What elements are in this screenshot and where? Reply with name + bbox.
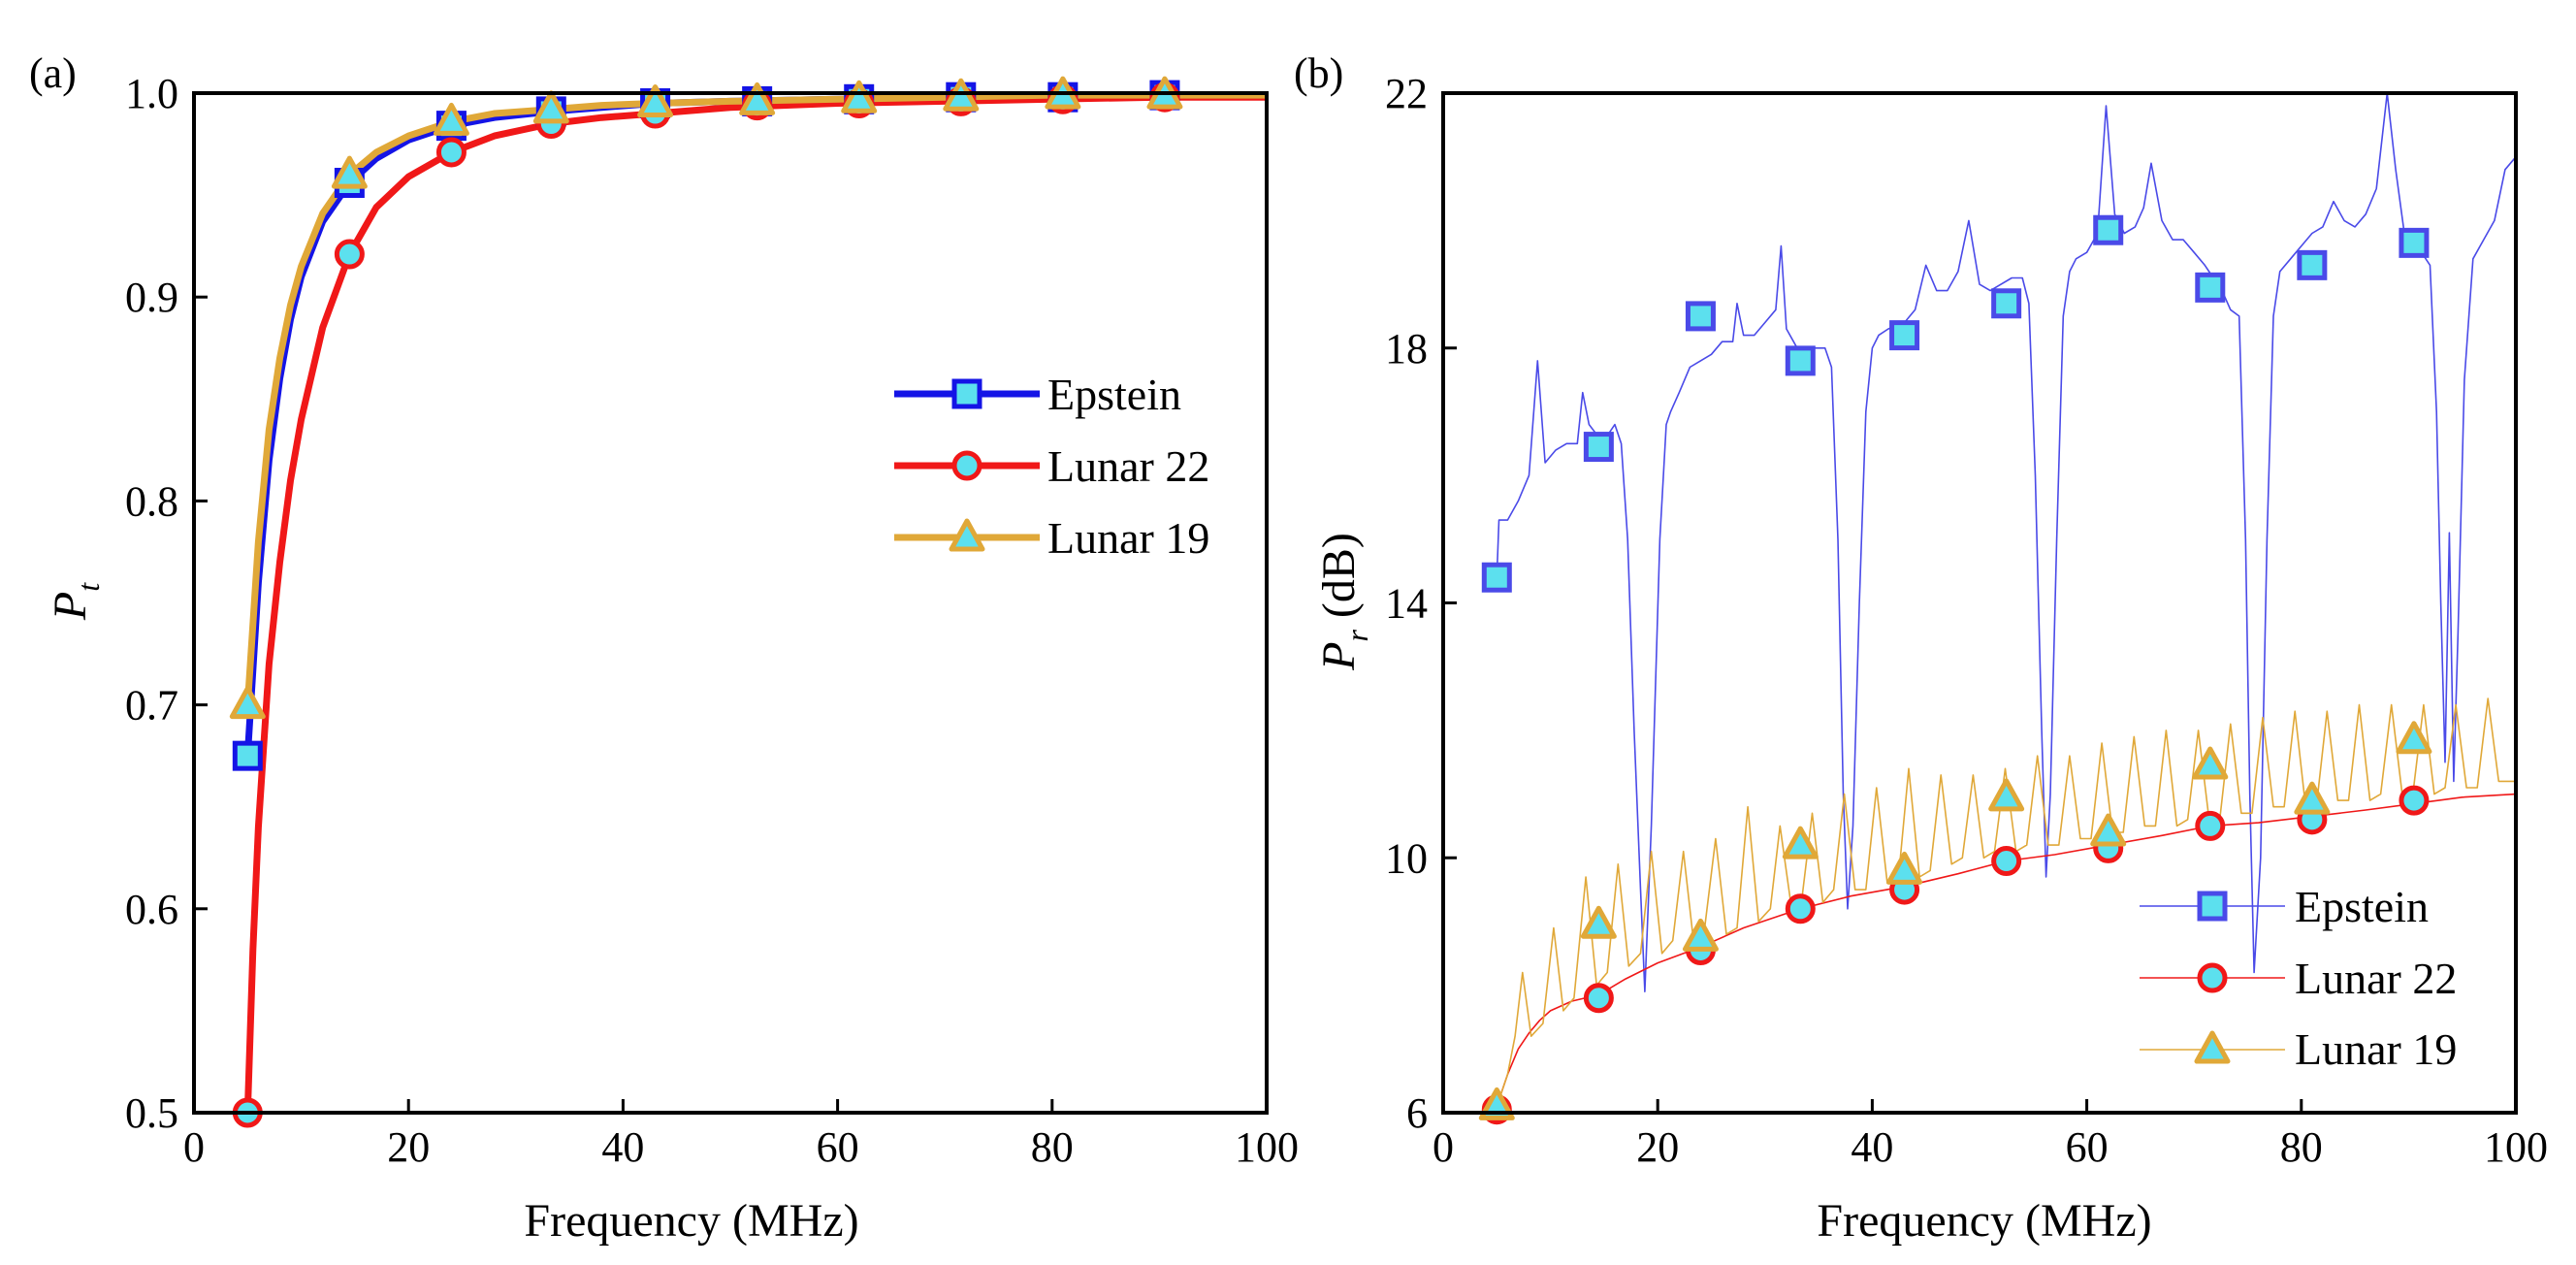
panel-b-y-axis-symbol: P xyxy=(1313,642,1365,671)
panel-b-y-tick-label: 22 xyxy=(1385,70,1428,117)
panel-b-marker-lunar22 xyxy=(1785,893,1816,924)
panel-a-y-axis-title: Pt xyxy=(45,582,106,621)
panel-b-marker-epstein xyxy=(2297,249,2328,280)
panel-a-marker-epstein xyxy=(232,740,263,771)
panel-a-legend: Epstein Lunar 22 Lunar 19 xyxy=(894,370,1209,563)
panel-b-marker-lunar19 xyxy=(1580,905,1617,939)
panel-a-label: (a) xyxy=(29,49,77,97)
panel-b-x-tick-label: 20 xyxy=(1636,1123,1679,1171)
panel-a-pt-vs-frequency: (a) Frequency (MHz) Pt 0 20 40 60 80 100 0.5 0.… xyxy=(29,49,1299,1247)
panel-a-marker-lunar19 xyxy=(229,686,266,720)
panel-b-marker-lunar19 xyxy=(1682,918,1719,952)
panel-b-series-line-epstein xyxy=(1496,92,2517,993)
panel-a-marker-lunar19 xyxy=(637,84,674,118)
panel-a-y-tick-label: 0.5 xyxy=(125,1089,178,1137)
panel-b-x-tick-label: 40 xyxy=(1851,1123,1893,1171)
panel-a-y-tick-label: 1.0 xyxy=(125,70,178,117)
panel-a-markers xyxy=(229,76,1183,1128)
panel-a-marker-lunar19 xyxy=(331,155,368,189)
panel-b-pr-vs-frequency: (b) Frequency (MHz) Pr (dB) 0 20 40 60 80 100… xyxy=(1294,49,2548,1247)
panel-a-x-tick-label: 0 xyxy=(183,1123,205,1171)
panel-a-legend-label-lunar19: Lunar 19 xyxy=(1047,513,1209,563)
panel-b-marker-epstein xyxy=(1991,288,2022,319)
panel-b-marker-lunar19 xyxy=(1988,778,2025,812)
panel-a-marker-lunar19 xyxy=(841,80,878,114)
panel-a-x-tick-label: 40 xyxy=(601,1123,644,1171)
panel-a-x-tick-label: 60 xyxy=(817,1123,859,1171)
panel-b-marker-lunar19 xyxy=(1782,826,1819,860)
panel-b-marker-epstein xyxy=(1583,432,1614,463)
panel-a-x-axis-title: Frequency (MHz) xyxy=(524,1195,858,1247)
panel-a-x-tick-label: 80 xyxy=(1031,1123,1074,1171)
panel-b-y-axis-subscript: r xyxy=(1339,630,1374,642)
panel-a-series-line-lunar22 xyxy=(243,93,1267,1114)
panel-a-legend-marker-lunar22 xyxy=(951,450,982,481)
panel-b-marker-epstein xyxy=(2399,227,2430,258)
panel-b-series-line-lunar19 xyxy=(1496,697,2516,1107)
panel-a-legend-marker-lunar19 xyxy=(949,518,985,552)
panel-b-marker-epstein xyxy=(1785,345,1816,376)
panel-b-marker-epstein xyxy=(1481,562,1512,593)
panel-a-marker-lunar22 xyxy=(435,137,467,168)
panel-b-legend-label-lunar22: Lunar 22 xyxy=(2295,954,2457,1003)
panel-b-series xyxy=(1496,92,2517,1107)
panel-b-y-tick-label: 6 xyxy=(1406,1089,1428,1137)
panel-b-x-tick-label: 0 xyxy=(1433,1123,1454,1171)
panel-b-y-tick-label: 14 xyxy=(1385,580,1428,628)
panel-b-x-tick-label: 80 xyxy=(2280,1123,2323,1171)
panel-b-legend-marker-lunar22 xyxy=(2197,962,2228,993)
panel-b-plot-frame xyxy=(1441,91,2518,1115)
panel-a-marker-lunar22 xyxy=(334,239,365,270)
panel-b-label: (b) xyxy=(1294,49,1343,97)
panel-b-marker-lunar22 xyxy=(2195,810,2226,841)
panel-a-ticks: 0 20 40 60 80 100 0.5 0.6 0.7 0.8 0.9 1.0 xyxy=(125,70,1299,1171)
panel-a-y-tick-label: 0.9 xyxy=(125,274,178,321)
panel-a-plot-frame xyxy=(192,91,1269,1115)
panel-b-x-axis-title: Frequency (MHz) xyxy=(1817,1195,2151,1247)
panel-b-marker-epstein xyxy=(1889,320,1920,351)
panel-b-y-axis-title: Pr (dB) xyxy=(1313,533,1374,671)
panel-a-y-tick-label: 0.6 xyxy=(125,886,178,933)
panel-a-series xyxy=(243,91,1267,1114)
panel-b-y-axis-unit: (dB) xyxy=(1313,533,1365,630)
panel-b-marker-epstein xyxy=(2093,214,2124,245)
panel-b-markers xyxy=(1478,214,2432,1125)
panel-a-marker-lunar19 xyxy=(433,102,469,136)
panel-b-y-tick-label: 10 xyxy=(1385,834,1428,882)
panel-b-marker-lunar22 xyxy=(1991,846,2022,877)
panel-a-legend-marker-epstein xyxy=(951,378,982,409)
panel-b-marker-lunar22 xyxy=(2399,785,2430,816)
panel-b-legend-label-lunar19: Lunar 19 xyxy=(2295,1024,2457,1074)
panel-b-x-tick-label: 60 xyxy=(2066,1123,2109,1171)
panel-a-marker-lunar19 xyxy=(532,90,569,124)
panel-a-series-line-epstein xyxy=(243,91,1267,757)
panel-a-legend-label-epstein: Epstein xyxy=(1047,370,1181,419)
panel-b-marker-lunar19 xyxy=(2294,781,2331,815)
panel-a-y-axis-symbol: P xyxy=(45,592,96,621)
panel-b-marker-epstein xyxy=(1685,301,1716,332)
panel-b-legend-marker-epstein xyxy=(2197,891,2228,922)
panel-b-marker-lunar22 xyxy=(1583,983,1614,1014)
panel-b-marker-lunar19 xyxy=(2396,721,2432,755)
panel-a-x-tick-label: 20 xyxy=(387,1123,430,1171)
panel-b-x-tick-label: 100 xyxy=(2484,1123,2548,1171)
panel-b-marker-lunar19 xyxy=(2192,746,2229,780)
panel-b-y-tick-label: 18 xyxy=(1385,325,1428,373)
panel-b-legend-label-epstein: Epstein xyxy=(2295,882,2429,931)
panel-a-y-tick-label: 0.8 xyxy=(125,477,178,525)
panel-a-legend-label-lunar22: Lunar 22 xyxy=(1047,441,1209,491)
panel-b-legend-marker-lunar19 xyxy=(2194,1030,2231,1064)
panel-a-y-axis-subscript: t xyxy=(71,582,106,592)
panel-b-marker-epstein xyxy=(2195,272,2226,303)
panel-a-x-tick-label: 100 xyxy=(1235,1123,1299,1171)
panel-a-marker-lunar19 xyxy=(739,81,776,115)
panel-b-marker-lunar19 xyxy=(2090,813,2127,847)
panel-a-y-tick-label: 0.7 xyxy=(125,682,178,730)
panel-b-marker-lunar19 xyxy=(1886,851,1923,885)
panel-b-legend: Epstein Lunar 22 Lunar 19 xyxy=(2140,882,2457,1074)
